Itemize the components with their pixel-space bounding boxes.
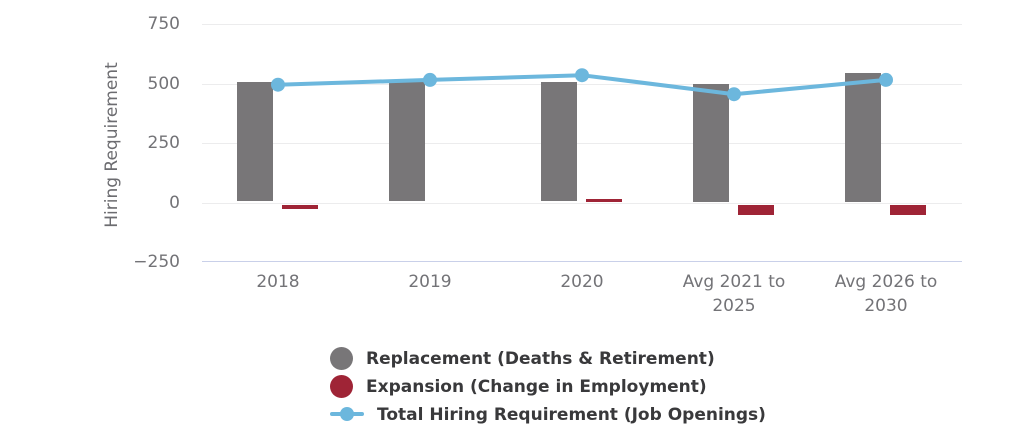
gridline-750 <box>202 24 962 25</box>
x-axis-label-0: 2018 <box>256 272 300 292</box>
bar-replacement-2 <box>541 82 577 201</box>
bar-expansion-0 <box>282 205 318 209</box>
legend-label-replacement: Replacement (Deaths & Retirement) <box>366 348 715 369</box>
bar-expansion-2 <box>586 199 622 202</box>
legend-swatch-expansion-icon <box>330 375 353 398</box>
x-axis-label-4: Avg 2026 to 2030 <box>834 272 938 316</box>
line-point-total-3 <box>727 87 741 102</box>
gridline--250 <box>202 261 962 262</box>
line-point-total-4 <box>879 72 893 87</box>
legend-item-total[interactable]: Total Hiring Requirement (Job Openings) <box>330 403 766 426</box>
bar-expansion-3 <box>738 205 774 215</box>
legend: Replacement (Deaths & Retirement) Expansi… <box>330 347 766 431</box>
plot-area <box>202 24 962 262</box>
gridline-500 <box>202 84 962 85</box>
bar-replacement-1 <box>389 82 425 201</box>
x-axis-label-3: Avg 2021 to 2025 <box>682 272 786 316</box>
legend-line-marker-total-icon <box>330 403 364 426</box>
legend-label-expansion: Expansion (Change in Employment) <box>366 376 707 397</box>
bar-replacement-4 <box>845 73 881 202</box>
legend-item-replacement[interactable]: Replacement (Deaths & Retirement) <box>330 347 766 370</box>
series-line-total <box>271 68 893 102</box>
y-tick-label: −250 <box>133 252 180 272</box>
legend-item-expansion[interactable]: Expansion (Change in Employment) <box>330 375 766 398</box>
y-tick-label: 250 <box>147 133 180 153</box>
bar-replacement-3 <box>693 84 729 202</box>
y-tick-label: 500 <box>147 74 180 94</box>
bar-expansion-4 <box>890 205 926 215</box>
x-axis-label-2: 2020 <box>560 272 604 292</box>
bar-replacement-0 <box>237 82 273 201</box>
line-point-total-2 <box>575 68 589 83</box>
gridline-0 <box>202 203 962 204</box>
legend-label-total: Total Hiring Requirement (Job Openings) <box>377 404 766 425</box>
y-axis-tick-labels: 750 500 250 0 −250 <box>0 14 180 272</box>
y-tick-label: 0 <box>169 193 180 213</box>
x-axis-label-1: 2019 <box>408 272 452 292</box>
line-point-total-0 <box>271 77 285 92</box>
gridline-250 <box>202 143 962 144</box>
line-point-total-1 <box>423 72 437 87</box>
legend-line-dot <box>340 407 354 421</box>
y-tick-label: 750 <box>147 14 180 34</box>
legend-swatch-replacement-icon <box>330 347 353 370</box>
